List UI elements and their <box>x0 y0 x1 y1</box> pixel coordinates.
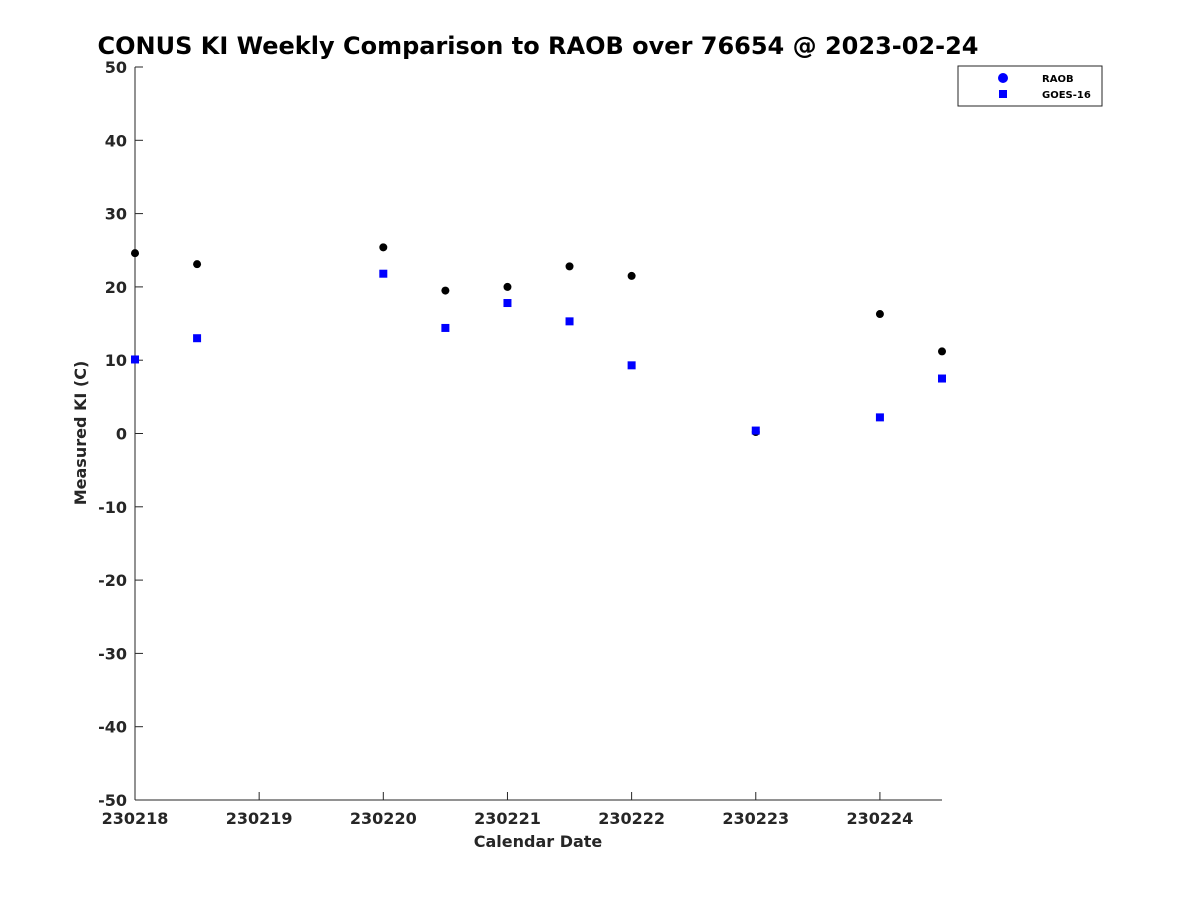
data-points <box>131 243 946 437</box>
legend-box <box>957 65 1103 107</box>
x-tick-label: 230219 <box>226 809 293 828</box>
x-tick-label: 230218 <box>102 809 169 828</box>
y-tick-label: -20 <box>98 571 127 590</box>
y-tick-label: -40 <box>98 718 127 737</box>
point-goes16 <box>131 355 139 364</box>
x-tick-label: 230224 <box>847 809 914 828</box>
point-raob <box>938 347 946 356</box>
legend-label-raob: RAOB <box>1042 74 1074 85</box>
y-tick-label: 50 <box>105 58 127 77</box>
point-goes16 <box>565 317 574 326</box>
point-goes16 <box>503 299 512 308</box>
point-raob <box>565 262 574 271</box>
point-goes16 <box>875 413 884 422</box>
x-axis-label: Calendar Date <box>474 832 603 851</box>
x-tick-label: 230221 <box>474 809 541 828</box>
legend: RAOB GOES-16 <box>957 65 1103 107</box>
legend-marker-raob <box>998 73 1008 83</box>
y-tick-label: -10 <box>98 498 127 517</box>
point-goes16 <box>379 269 388 278</box>
y-axis-label: Measured KI (C) <box>71 361 90 506</box>
y-tick-label: 20 <box>105 278 127 297</box>
point-raob <box>875 310 884 319</box>
legend-marker-goes16 <box>999 90 1007 98</box>
point-raob <box>441 286 450 295</box>
point-raob <box>379 243 388 252</box>
point-goes16 <box>938 374 946 383</box>
chart-title: CONUS KI Weekly Comparison to RAOB over … <box>98 32 979 60</box>
y-tick-label: -30 <box>98 644 127 663</box>
legend-label-goes16: GOES-16 <box>1042 90 1091 101</box>
point-goes16 <box>627 361 636 370</box>
point-raob <box>131 249 139 258</box>
point-raob <box>503 282 512 291</box>
point-raob <box>193 260 202 269</box>
point-goes16 <box>193 334 202 343</box>
x-tick-label: 230222 <box>598 809 665 828</box>
y-tick-label: 10 <box>105 351 127 370</box>
point-goes16 <box>751 426 760 435</box>
y-tick-label: 30 <box>105 205 127 224</box>
point-goes16 <box>441 323 450 332</box>
point-raob <box>627 271 636 280</box>
y-tick-label: -50 <box>98 791 127 810</box>
x-tick-label: 230220 <box>350 809 417 828</box>
x-tick-label: 230223 <box>722 809 789 828</box>
y-tick-label: 0 <box>116 425 127 444</box>
y-tick-label: 40 <box>105 131 127 150</box>
